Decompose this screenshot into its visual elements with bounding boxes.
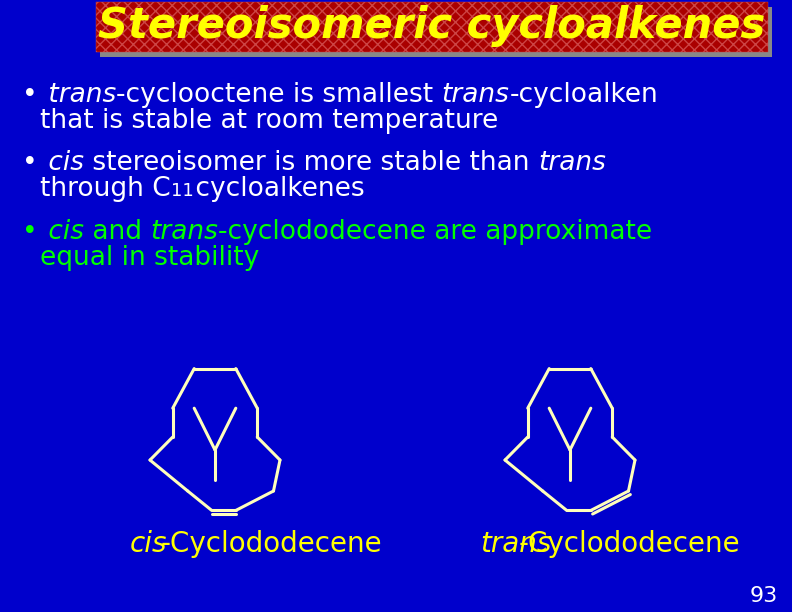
Text: trans: trans — [150, 219, 219, 245]
Text: and: and — [84, 219, 150, 245]
Text: •: • — [22, 150, 38, 176]
Text: -Cyclododecene: -Cyclododecene — [519, 530, 741, 558]
FancyBboxPatch shape — [96, 2, 768, 52]
Text: through C: through C — [40, 176, 170, 202]
Text: •: • — [22, 219, 38, 245]
Text: cis: cis — [40, 219, 84, 245]
Text: -Cyclododecene: -Cyclododecene — [161, 530, 383, 558]
Text: -cyclododecene are approximate: -cyclododecene are approximate — [219, 219, 653, 245]
Text: equal in stability: equal in stability — [40, 245, 259, 271]
Text: •: • — [22, 82, 38, 108]
Text: Stereoisomeric cycloalkenes: Stereoisomeric cycloalkenes — [98, 5, 766, 47]
Text: cycloalkenes: cycloalkenes — [187, 176, 364, 202]
Text: trans: trans — [442, 82, 509, 108]
Text: cis: cis — [40, 150, 84, 176]
Text: -cyclooctene is smallest: -cyclooctene is smallest — [116, 82, 442, 108]
Text: 93: 93 — [750, 586, 778, 606]
Text: trans: trans — [480, 530, 551, 558]
Text: stereoisomer is more stable than: stereoisomer is more stable than — [84, 150, 538, 176]
Text: that is stable at room temperature: that is stable at room temperature — [40, 108, 498, 134]
Text: trans: trans — [538, 150, 606, 176]
FancyBboxPatch shape — [100, 7, 772, 57]
Text: through C: through C — [40, 176, 170, 202]
Text: -cycloalken: -cycloalken — [509, 82, 658, 108]
Text: trans: trans — [40, 82, 116, 108]
Text: cis: cis — [130, 530, 167, 558]
Text: 11: 11 — [170, 182, 193, 200]
